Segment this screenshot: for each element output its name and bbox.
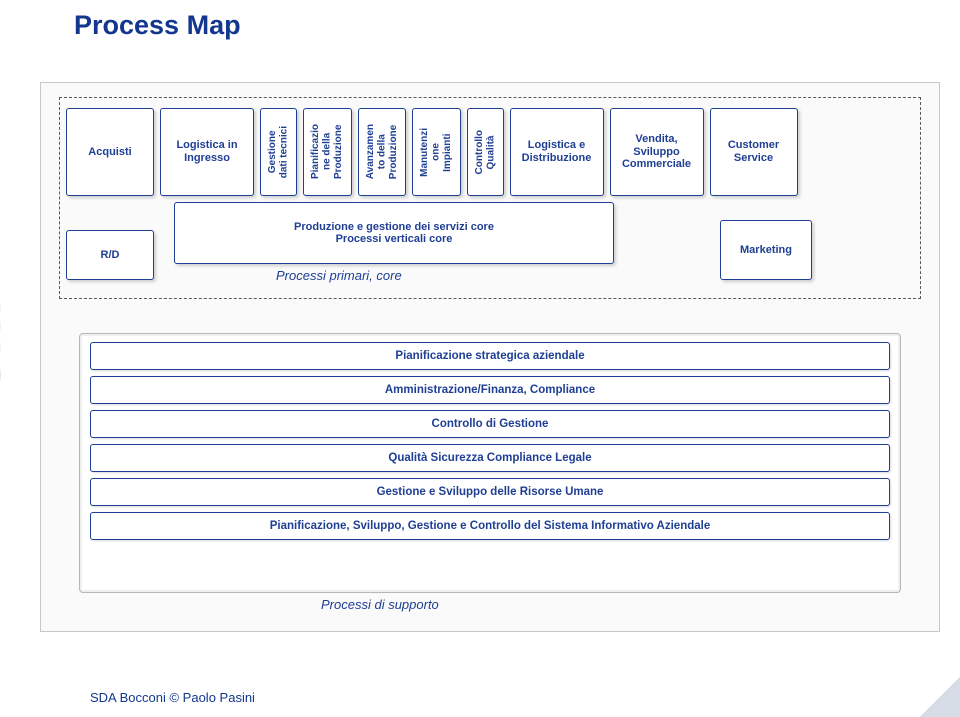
- label-processi-primari: Processi primari, core: [276, 268, 402, 283]
- primary-processes-band: Acquisti Logistica inIngresso Gestioneda…: [59, 97, 921, 299]
- label-processi-supporto: Processi di supporto: [321, 597, 439, 612]
- watermark: oni: [0, 0, 44, 717]
- block-core-services: Produzione e gestione dei servizi core P…: [174, 202, 614, 264]
- page-title: Process Map: [74, 10, 241, 41]
- block-avanzamento-produzione: Avanzamento dellaProduzione: [358, 108, 407, 196]
- watermark-text: oni: [0, 297, 14, 393]
- page-corner-fold-icon: [920, 677, 960, 717]
- bar-qualita-sicurezza: Qualità Sicurezza Compliance Legale: [90, 444, 890, 472]
- mid-zone: R/D Produzione e gestione dei servizi co…: [66, 202, 914, 290]
- diagram-frame: Acquisti Logistica inIngresso Gestioneda…: [40, 82, 940, 632]
- block-gestione-dati: Gestionedati tecnici: [260, 108, 297, 196]
- support-processes-group: Pianificazione strategica aziendale Ammi…: [79, 333, 901, 593]
- bar-controllo-gestione: Controllo di Gestione: [90, 410, 890, 438]
- block-marketing: Marketing: [720, 220, 812, 280]
- bar-amministrazione-finanza: Amministrazione/Finanza, Compliance: [90, 376, 890, 404]
- core-line1: Produzione e gestione dei servizi core: [294, 221, 494, 233]
- block-rd: R/D: [66, 230, 154, 280]
- bar-pianificazione-strategica: Pianificazione strategica aziendale: [90, 342, 890, 370]
- block-customer-service: CustomerService: [710, 108, 798, 196]
- block-acquisti: Acquisti: [66, 108, 154, 196]
- core-line2: Processi verticali core: [336, 233, 453, 245]
- bar-risorse-umane: Gestione e Sviluppo delle Risorse Umane: [90, 478, 890, 506]
- top-process-row: Acquisti Logistica inIngresso Gestioneda…: [66, 108, 914, 196]
- block-controllo-qualita: ControlloQualità: [467, 108, 504, 196]
- block-logistica-distribuzione: Logistica eDistribuzione: [510, 108, 604, 196]
- block-logistica-ingresso: Logistica inIngresso: [160, 108, 254, 196]
- bar-sistema-informativo: Pianificazione, Sviluppo, Gestione e Con…: [90, 512, 890, 540]
- block-manutenzione-impianti: ManutenzioneImpianti: [412, 108, 461, 196]
- block-pianificazione-produzione: Pianificazione dellaProduzione: [303, 108, 352, 196]
- footer-credit: SDA Bocconi © Paolo Pasini: [90, 690, 255, 705]
- block-vendita-sviluppo: Vendita,SviluppoCommerciale: [610, 108, 704, 196]
